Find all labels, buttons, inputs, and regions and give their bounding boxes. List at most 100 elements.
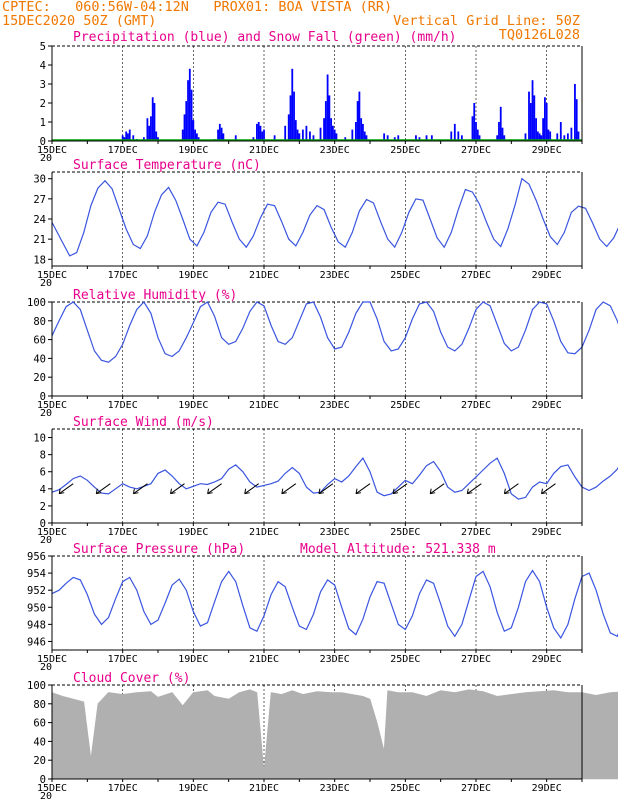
precip-bar <box>383 133 386 141</box>
precip-bar <box>457 131 460 141</box>
y-tick-label: 0 <box>40 136 46 148</box>
wind-line <box>51 457 618 500</box>
precip-bar <box>259 125 262 141</box>
precip-bar <box>252 137 255 141</box>
panel-temp: 18 21 24 27 30 15DEC 17DEC 19DEC 21DEC 23DEC 25DEC… <box>33 158 618 289</box>
wind-arrow <box>281 483 297 495</box>
precip-bar <box>128 129 131 141</box>
precip-bar <box>498 122 500 141</box>
wind-arrowhead <box>58 488 65 495</box>
precip-bar <box>503 135 506 141</box>
precip-bar <box>287 114 290 141</box>
y-tick-label: 8 <box>40 450 46 462</box>
plot-area <box>52 429 582 523</box>
precip-bar <box>326 74 329 141</box>
y-tick-label: 954 <box>27 568 46 580</box>
x-tick-label: 21DEC <box>249 527 279 538</box>
x-tick-label: 19DEC <box>178 400 208 411</box>
precip-bar <box>430 135 433 141</box>
x-year-fragment: 20 <box>40 791 52 800</box>
precip-bar <box>324 101 327 141</box>
x-tick-label: 21DEC <box>249 145 279 156</box>
y-tick-label: 948 <box>27 619 46 631</box>
precip-bar <box>192 120 195 141</box>
precip-bar <box>127 133 129 141</box>
precip-bar <box>356 101 359 141</box>
x-tick-label: 17DEC <box>108 527 138 538</box>
x-tick-label: 23DEC <box>320 654 350 665</box>
wind-arrowhead <box>207 488 213 495</box>
wind-arrowhead <box>541 488 547 495</box>
precip-bar <box>185 101 188 141</box>
x-year-fragment: 20 <box>40 662 52 673</box>
panel-rh: 0 20 40 60 80 100 15DEC 17DEC 19DEC 21DEC 23DEC 25D… <box>27 288 618 419</box>
precip-bar <box>549 131 552 141</box>
precip-bar <box>535 118 537 141</box>
y-tick-label: 24 <box>33 214 46 226</box>
x-tick-label: 29DEC <box>532 400 562 411</box>
y-tick-label: 10 <box>33 433 46 445</box>
y-tick-label: 60 <box>33 718 46 730</box>
precip-bar <box>362 123 364 141</box>
x-tick-label: 19DEC <box>178 654 208 665</box>
panel-title: Surface Wind (m/s) <box>73 415 214 430</box>
panel-title: Cloud Cover (%) <box>73 671 190 686</box>
x-tick-label: 17DEC <box>108 654 138 665</box>
panels: 0 1 2 3 4 5 15DEC 17DEC 19DEC 21DEC 23DEC 25DEC 27DE… <box>27 30 618 800</box>
precip-bar <box>577 131 580 141</box>
y-tick-label: 2 <box>40 501 46 513</box>
y-tick-label: 6 <box>40 467 46 479</box>
precip-bar <box>188 68 191 141</box>
x-tick-label: 19DEC <box>178 270 208 281</box>
precip-bar <box>234 135 237 141</box>
x-tick-label: 21DEC <box>249 400 279 411</box>
panel-precip: 0 1 2 3 4 5 15DEC 17DEC 19DEC 21DEC 23DEC 25DEC 27DE… <box>37 30 583 164</box>
precip-bar <box>351 129 354 141</box>
x-tick-label: 27DEC <box>461 654 491 665</box>
precip-bar <box>531 80 534 141</box>
panel-extra-label: Model Altitude: 521.338 m <box>300 542 496 557</box>
x-year-fragment: 20 <box>40 153 52 164</box>
precip-bar <box>187 80 189 141</box>
wind-arrow <box>170 483 185 495</box>
y-tick-label: 80 <box>33 699 46 711</box>
header-model-code: TQ0126L028 <box>499 27 580 43</box>
y-tick-label: 4 <box>40 60 46 72</box>
precip-bar <box>386 135 389 141</box>
precip-bar <box>415 135 417 141</box>
x-tick-label: 15DEC <box>37 783 67 794</box>
x-tick-label: 25DEC <box>390 783 420 794</box>
y-tick-label: 0 <box>40 774 46 786</box>
x-year-fragment: 20 <box>40 535 52 546</box>
precip-bar <box>153 103 156 141</box>
precip-bar <box>148 125 151 141</box>
precip-bar <box>142 137 145 141</box>
precip-bar <box>183 114 186 141</box>
precip-bar <box>478 135 481 141</box>
precip-bar <box>155 131 158 141</box>
precip-bar <box>121 135 124 141</box>
wind-arrow <box>392 483 408 495</box>
precip-bar <box>473 103 476 141</box>
x-tick-label: 15DEC <box>37 527 67 538</box>
precip-bar <box>146 118 149 141</box>
x-tick-label: 25DEC <box>390 654 420 665</box>
precip-bar <box>151 97 154 141</box>
precip-bar <box>309 131 311 141</box>
wind-arrowhead <box>392 488 399 495</box>
panel-title: Relative Humidity (%) <box>73 288 237 303</box>
y-tick-label: 30 <box>33 174 46 186</box>
x-tick-label: 15DEC <box>37 654 67 665</box>
x-tick-label: 15DEC <box>37 400 67 411</box>
x-tick-label: 19DEC <box>178 783 208 794</box>
wind-arrowhead <box>281 488 287 495</box>
y-tick-label: 2 <box>40 98 46 110</box>
x-year-fragment: 20 <box>40 278 52 289</box>
panel-title: Precipitation (blue) and Snow Fall (gree… <box>73 30 457 45</box>
x-tick-label: 25DEC <box>390 400 420 411</box>
panel-pressure: 946 948 950 952 954 956 15DEC 17DEC 19DEC 21DEC 23… <box>27 542 618 673</box>
precip-bar <box>333 129 336 141</box>
x-tick-label: 29DEC <box>532 270 562 281</box>
precip-bar <box>312 135 315 141</box>
